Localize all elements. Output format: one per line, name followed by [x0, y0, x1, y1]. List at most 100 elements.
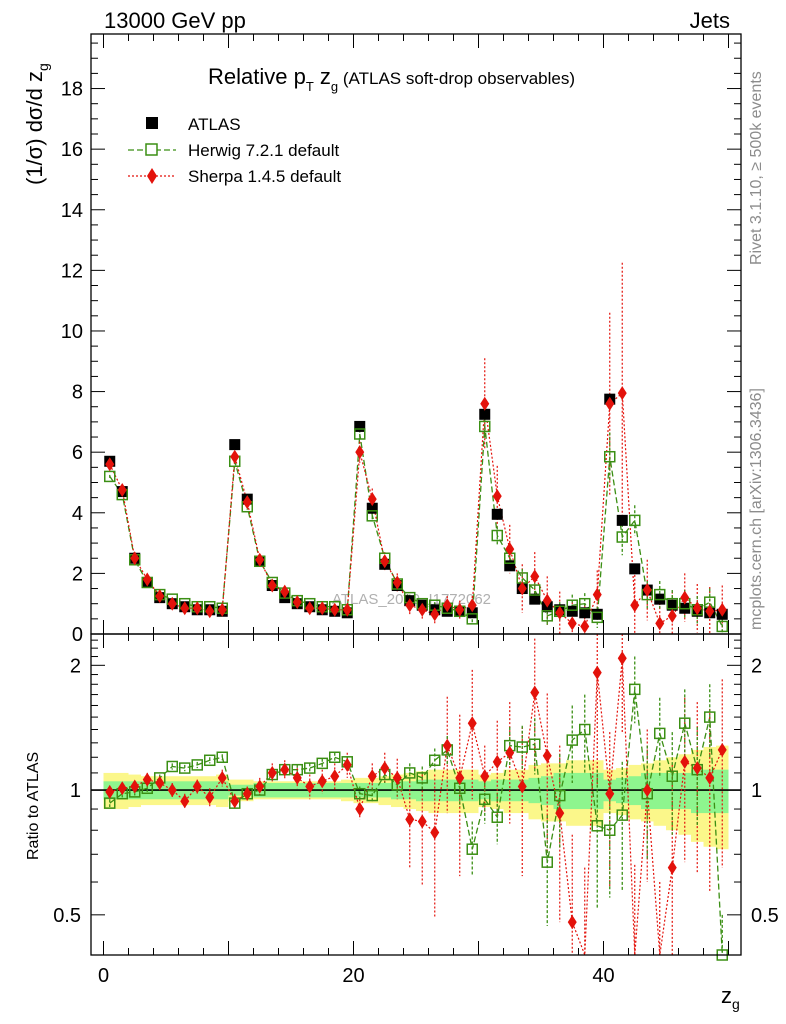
ratio-sherpa-point: [642, 783, 652, 798]
ratio-sherpa-point: [392, 770, 402, 785]
ratio-sherpa-point: [355, 802, 365, 817]
ratio-herwig-point: [416, 772, 428, 784]
sherpa-point: [555, 605, 565, 620]
ratio-plot-marks: [91, 634, 741, 961]
ratio-herwig-point: [166, 760, 178, 773]
atlas-point: [566, 605, 578, 617]
sherpa-point: [567, 616, 577, 631]
ratio-sherpa-point: [555, 806, 565, 821]
herwig-point: [491, 529, 503, 542]
sherpa-point: [467, 598, 477, 613]
ratio-sherpa-point: [617, 651, 627, 666]
ratio-herwig-point: [629, 683, 641, 696]
ratio-sherpa-point: [105, 784, 115, 799]
ratio-sherpa-point: [130, 779, 140, 794]
ratio-y-tick-label-right: 1: [751, 780, 762, 802]
ratio-sherpa-point: [480, 769, 490, 784]
herwig-point: [616, 531, 628, 543]
herwig-point: [466, 613, 478, 625]
sherpa-point: [280, 584, 290, 599]
sherpa-point: [617, 386, 627, 401]
ratio-sherpa-point: [142, 772, 152, 787]
ratio-herwig-point: [666, 770, 678, 782]
ratio-sherpa-point: [155, 776, 165, 791]
sherpa-point: [405, 598, 415, 613]
sherpa-point: [417, 602, 427, 617]
sherpa-point: [705, 604, 715, 619]
atlas-point: [591, 608, 603, 620]
top-y-tick-label: 18: [61, 79, 83, 101]
ratio-frame: [90, 633, 742, 956]
band-inner: [653, 772, 666, 810]
ratio-sherpa-point: [167, 783, 177, 798]
ratio-herwig-point: [679, 717, 691, 729]
sherpa-point: [580, 619, 590, 634]
top-y-tick-label: 6: [72, 442, 83, 464]
sherpa-point: [267, 578, 277, 593]
ratio-sherpa-point: [705, 770, 715, 785]
ratio-sherpa-point: [330, 769, 340, 784]
legend-sherpa-marker: [147, 168, 157, 184]
atlas-point: [629, 563, 641, 575]
ratio-herwig-point: [404, 767, 416, 779]
ratio-y-tick-label-right: 2: [751, 655, 762, 677]
herwig-point: [666, 597, 678, 610]
top-y-tick-label: 10: [61, 321, 83, 343]
sherpa-point: [217, 602, 227, 617]
legend-herwig-label: Herwig 7.2.1 default: [188, 141, 339, 160]
sherpa-point: [242, 495, 252, 510]
ratio-sherpa-point: [117, 781, 127, 796]
ratio-y-tick-label-left: 2: [70, 655, 81, 677]
ratio-herwig-point: [479, 793, 491, 806]
ratio-herwig-point: [654, 727, 666, 740]
herwig-point: [541, 610, 553, 622]
sherpa-point: [205, 604, 215, 619]
sherpa-point: [255, 552, 265, 567]
ratio-herwig-point: [204, 754, 216, 767]
sherpa-point: [192, 601, 202, 616]
ratio-herwig-point: [616, 809, 628, 821]
ratio-sherpa-point: [180, 794, 190, 809]
ratio-herwig-point: [491, 811, 503, 823]
ratio-sherpa-point: [405, 812, 415, 827]
sherpa-point: [230, 449, 240, 464]
sherpa-point: [680, 590, 690, 605]
sherpa-point: [717, 602, 727, 617]
ratio-uncertainty-bands: [103, 745, 729, 850]
ratio-herwig-point: [316, 757, 328, 770]
atlas-point: [466, 607, 478, 619]
sherpa-point: [542, 593, 552, 608]
legend-herwig-marker: [145, 143, 158, 156]
x-tick-label: 0: [98, 965, 109, 987]
ratio-sherpa-point: [367, 769, 377, 784]
ratio-herwig-point: [579, 723, 591, 736]
sherpa-point: [517, 581, 527, 596]
herwig-point: [104, 470, 116, 483]
x-tick-label: 20: [342, 965, 364, 987]
sherpa-point: [305, 601, 315, 616]
ratio-sherpa-point: [592, 665, 602, 680]
herwig-point: [591, 611, 603, 624]
ratio-sherpa-point: [280, 762, 290, 777]
ratio-herwig-point: [554, 789, 566, 802]
herwig-point: [654, 588, 666, 601]
sherpa-point: [292, 595, 302, 610]
legend: ATLAS Herwig 7.2.1 default Sherpa 1.4.5 …: [128, 115, 341, 186]
ratio-sherpa-point: [542, 748, 552, 763]
herwig-point: [354, 428, 366, 440]
ratio-sherpa-point: [192, 779, 202, 794]
sherpa-point: [317, 601, 327, 616]
ratio-sherpa-point: [342, 757, 352, 772]
ratio-herwig-point: [354, 787, 366, 800]
sherpa-point: [655, 616, 665, 631]
sherpa-point: [442, 598, 452, 613]
sherpa-point: [667, 608, 677, 623]
sherpa-point: [642, 583, 652, 598]
ratio-herwig-point: [329, 751, 341, 764]
sherpa-point: [142, 572, 152, 587]
atlas-point: [229, 439, 241, 451]
sherpa-point: [155, 589, 165, 604]
sherpa-point: [130, 551, 140, 566]
sherpa-point: [605, 396, 615, 411]
